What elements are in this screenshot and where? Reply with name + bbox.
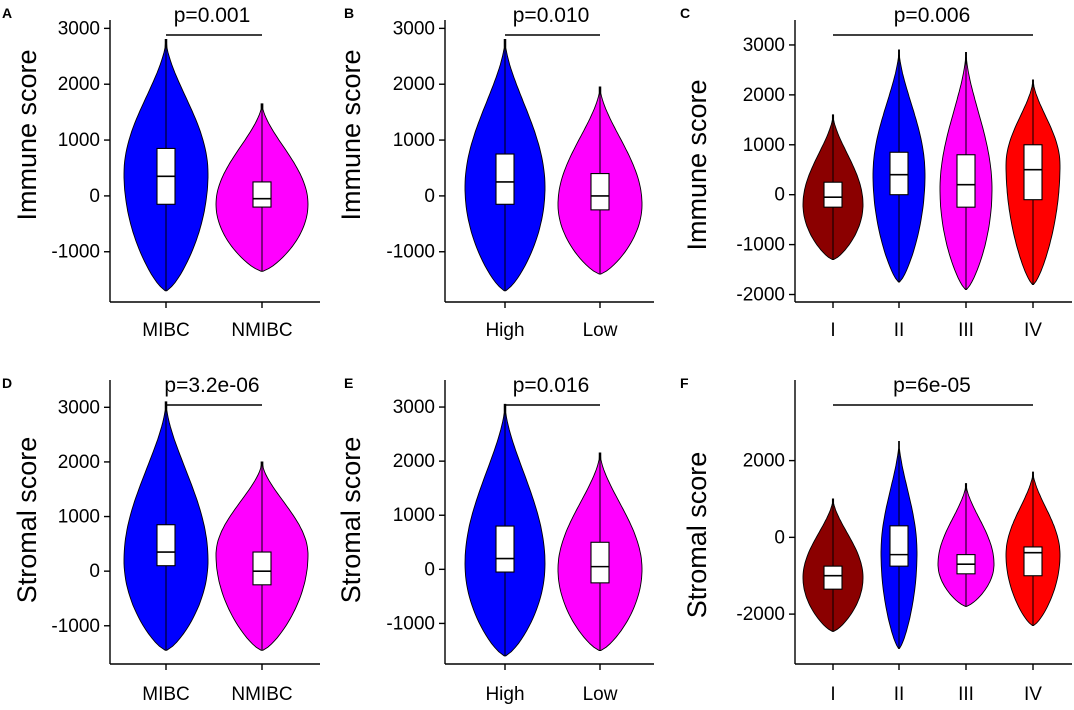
- y-tick-label: 1000: [58, 130, 100, 151]
- y-tick-label: 0: [424, 186, 435, 207]
- y-tick-label: 3000: [743, 35, 785, 56]
- y-tick-label: 2000: [58, 452, 100, 473]
- y-tick-label: 0: [774, 185, 785, 206]
- y-axis-label: Stromal score: [682, 452, 712, 619]
- panel-a: A Immune score p=0.001 MIBC NMIBC 3000 20…: [2, 4, 320, 341]
- x-tick-label: High: [485, 684, 524, 705]
- y-tick-label: 2000: [393, 451, 435, 472]
- y-tick-label: 0: [774, 527, 785, 548]
- box: [956, 154, 976, 208]
- panel-f: F Stromal score p=6e-05 I II III IV 2000…: [680, 374, 1072, 705]
- box: [823, 565, 843, 590]
- y-tick-label: 3000: [58, 18, 100, 39]
- y-tick-label: 1000: [393, 505, 435, 526]
- box: [889, 525, 909, 567]
- y-tick-label: 3000: [58, 397, 100, 418]
- panel-label: B: [344, 5, 354, 21]
- x-tick-label: IV: [1024, 684, 1042, 705]
- panel-label: E: [344, 375, 353, 391]
- box: [252, 181, 272, 208]
- y-axis-label: Immune score: [12, 49, 42, 220]
- y-axis-label: Immune score: [682, 79, 712, 250]
- y-tick-label: 2000: [393, 74, 435, 95]
- x-tick-label: NMIBC: [231, 320, 292, 341]
- y-axis-label: Stromal score: [12, 437, 42, 604]
- x-tick-label: I: [830, 684, 835, 705]
- box: [252, 551, 272, 586]
- x-tick-label: High: [485, 320, 524, 341]
- box: [495, 153, 515, 205]
- y-tick-label: 2000: [58, 74, 100, 95]
- panel-label: D: [2, 375, 12, 391]
- y-tick-label: 2000: [743, 85, 785, 106]
- panel-c: C Immune score p=0.006 I II III IV 3000 2…: [680, 4, 1072, 341]
- box: [1023, 144, 1043, 201]
- y-tick-label: 0: [89, 186, 100, 207]
- y-tick-label: -1000: [386, 613, 435, 634]
- box: [889, 151, 909, 196]
- x-tick-label: Low: [583, 320, 618, 341]
- p-value-label: p=0.001: [174, 4, 251, 27]
- p-value-label: p=0.016: [513, 374, 590, 397]
- panel-label: A: [2, 5, 12, 21]
- box: [1023, 546, 1043, 577]
- y-tick-label: -1000: [51, 242, 100, 263]
- p-value-label: p=0.006: [894, 4, 971, 27]
- p-value-label: p=3.2e-06: [164, 374, 259, 397]
- panel-d: D Stromal score p=3.2e-06 MIBC NMIBC 300…: [2, 374, 320, 705]
- y-tick-label: 2000: [743, 451, 785, 472]
- x-tick-label: Low: [583, 684, 618, 705]
- x-tick-label: IV: [1024, 320, 1042, 341]
- y-tick-label: -1000: [386, 242, 435, 263]
- y-tick-label: 0: [424, 559, 435, 580]
- box: [495, 525, 515, 573]
- x-tick-label: II: [894, 684, 905, 705]
- x-tick-label: MIBC: [142, 320, 190, 341]
- p-value-label: p=6e-05: [893, 374, 971, 397]
- y-tick-label: -1000: [51, 616, 100, 637]
- panel-label: C: [680, 5, 690, 21]
- x-tick-label: III: [958, 320, 974, 341]
- y-axis-label: Stromal score: [336, 437, 366, 604]
- x-tick-label: I: [830, 320, 835, 341]
- y-tick-label: 1000: [743, 135, 785, 156]
- panel-e: E Stromal score p=0.016 High Low 3000 200…: [336, 374, 654, 705]
- box: [156, 524, 176, 567]
- p-value-label: p=0.010: [513, 4, 590, 27]
- y-tick-label: 1000: [393, 130, 435, 151]
- x-tick-label: II: [894, 320, 905, 341]
- y-tick-label: -2000: [736, 285, 785, 306]
- y-tick-label: -1000: [736, 235, 785, 256]
- y-tick-label: 3000: [393, 18, 435, 39]
- x-tick-label: NMIBC: [231, 684, 292, 705]
- panel-b: B Immune score p=0.010 High Low 3000 2000…: [336, 4, 654, 341]
- panel-label: F: [680, 375, 689, 391]
- y-axis-label: Immune score: [336, 49, 366, 220]
- y-tick-label: -2000: [736, 604, 785, 625]
- y-tick-label: 0: [89, 561, 100, 582]
- y-tick-label: 3000: [393, 397, 435, 418]
- x-tick-label: MIBC: [142, 684, 190, 705]
- y-tick-label: 1000: [58, 507, 100, 528]
- box: [590, 541, 610, 584]
- box: [823, 181, 843, 208]
- box: [590, 173, 610, 211]
- x-tick-label: III: [958, 684, 974, 705]
